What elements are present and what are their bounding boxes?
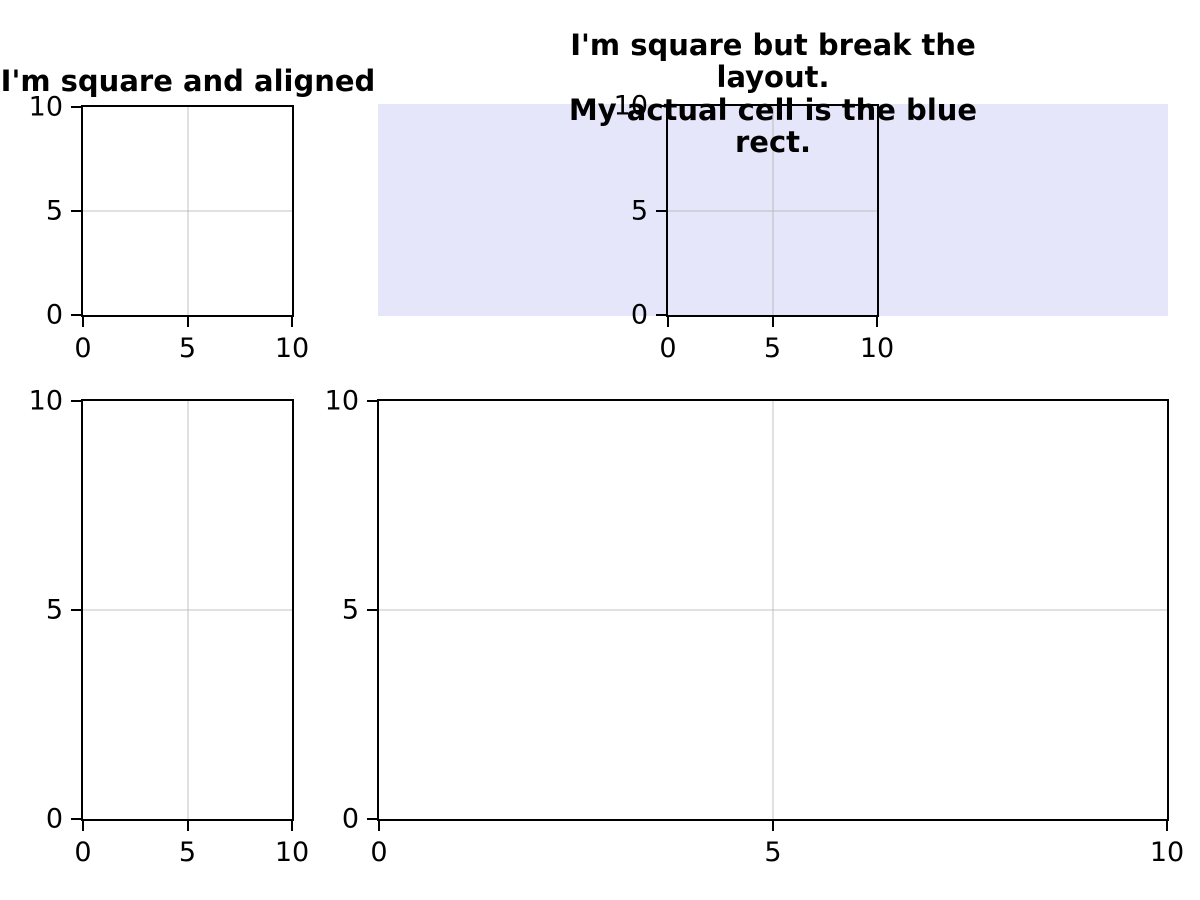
y-tick-label: 0 xyxy=(45,299,63,331)
y-tick-label: 5 xyxy=(45,195,63,227)
subplot-top-right-axes: 0 5 10 10 5 0 xyxy=(614,93,895,363)
y-tick-label: 10 xyxy=(28,91,63,123)
x-tick-label: 5 xyxy=(764,837,782,868)
y-tick-mark xyxy=(367,609,377,611)
x-tick-label: 10 xyxy=(274,333,310,364)
y-tick-mark xyxy=(71,400,81,402)
gridline-x-5 xyxy=(771,106,774,315)
y-tick-label: 0 xyxy=(341,803,359,835)
x-tick-label: 0 xyxy=(74,333,92,364)
gridline-y-5 xyxy=(668,209,877,212)
x-tick-mark xyxy=(1166,821,1168,831)
y-tick-mark xyxy=(71,314,81,316)
subplot-top-left-title: I'm square and aligned xyxy=(0,64,376,98)
y-tick-mark xyxy=(656,314,666,316)
subplot-top-right-title: I'm square but break the layout. My actu… xyxy=(568,28,978,160)
x-tick-label: 10 xyxy=(859,333,895,364)
y-tick-mark xyxy=(367,400,377,402)
x-tick-label: 5 xyxy=(178,333,197,364)
x-tick-label: 10 xyxy=(274,837,310,868)
x-tick-mark xyxy=(876,317,878,327)
subplot-bottom-left-axes: 0 5 10 10 5 0 xyxy=(29,388,310,867)
x-tick-label: 5 xyxy=(763,333,782,364)
y-tick-label: 0 xyxy=(630,299,648,331)
x-tick-mark xyxy=(186,317,189,327)
x-tick-mark xyxy=(82,317,84,327)
x-tick-mark xyxy=(186,821,189,831)
gridline-x-5 xyxy=(772,401,774,819)
y-tick-label: 0 xyxy=(45,803,63,835)
subplot-top-left-axes: 0 5 10 10 5 0 xyxy=(29,94,310,363)
y-tick-label: 5 xyxy=(45,594,63,626)
x-tick-label: 0 xyxy=(659,333,677,364)
y-tick-mark xyxy=(656,209,666,212)
x-tick-mark xyxy=(378,821,380,831)
x-tick-mark xyxy=(667,317,669,327)
y-tick-mark xyxy=(71,818,81,820)
y-tick-label: 5 xyxy=(630,195,648,226)
gridline-y-5 xyxy=(83,210,292,212)
x-tick-mark xyxy=(82,821,84,831)
x-tick-label: 0 xyxy=(370,837,388,868)
gridline-x-5 xyxy=(186,107,189,315)
x-tick-mark xyxy=(771,317,774,327)
y-tick-mark xyxy=(367,818,377,820)
gridline-x-5 xyxy=(186,401,189,819)
y-tick-label: 5 xyxy=(341,594,359,626)
x-tick-label: 5 xyxy=(178,837,197,868)
y-tick-mark xyxy=(71,106,81,108)
y-tick-label: 10 xyxy=(613,90,648,122)
x-tick-mark xyxy=(291,821,293,831)
y-tick-mark xyxy=(656,105,666,107)
x-tick-mark xyxy=(291,317,293,327)
x-tick-mark xyxy=(772,821,774,831)
subplot-bottom-right-axes: 0 5 10 10 5 0 xyxy=(325,388,1185,867)
y-tick-mark xyxy=(71,609,81,611)
x-tick-label: 10 xyxy=(1149,837,1185,868)
x-tick-label: 0 xyxy=(74,837,92,868)
y-tick-mark xyxy=(71,210,81,212)
y-tick-label: 10 xyxy=(324,385,359,417)
cell-highlight-rect xyxy=(378,104,1168,316)
y-tick-label: 10 xyxy=(28,385,63,417)
gridline-y-5 xyxy=(83,609,292,611)
gridline-y-5 xyxy=(379,609,1167,611)
